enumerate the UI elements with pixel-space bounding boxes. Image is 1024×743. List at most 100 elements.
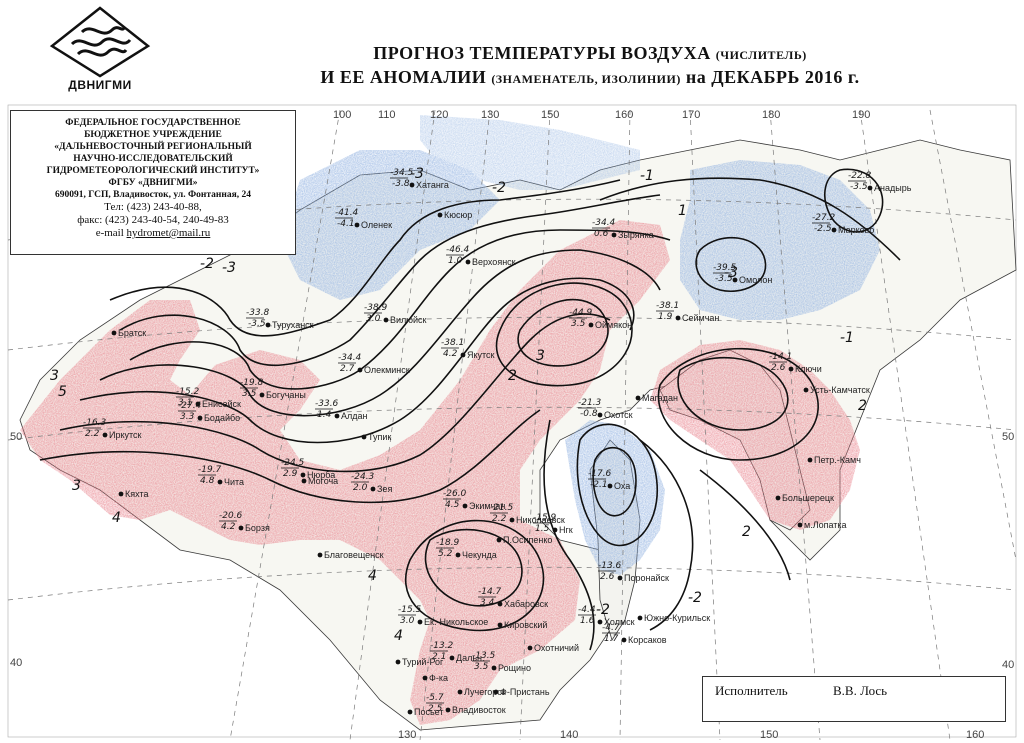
svg-text:-2: -2 xyxy=(596,602,610,618)
station-10: Оймякон-44.93.5 xyxy=(569,308,632,330)
station-35: Оха-17.6-2.1 xyxy=(588,469,630,491)
station-15: Охотск-21.3-0.8 xyxy=(578,398,633,420)
dvnigmi-logo: ДВНИГМИ xyxy=(48,6,152,96)
station-name: Нюрба xyxy=(307,470,335,480)
station-anomaly: 3.4 xyxy=(480,598,495,608)
station-name: Туруханск xyxy=(272,320,314,330)
station-name: Большерецк xyxy=(782,493,834,503)
svg-text:150: 150 xyxy=(760,729,778,741)
svg-text:-2: -2 xyxy=(200,256,214,272)
station-name: Благовещенск xyxy=(324,550,384,560)
svg-text:170: 170 xyxy=(682,109,700,121)
station-marker xyxy=(407,709,413,715)
station-name: Дальн. xyxy=(456,653,485,663)
svg-text:3: 3 xyxy=(536,348,545,364)
station-temperature: -34.5 xyxy=(390,168,414,178)
station-name: П.Осипенко xyxy=(503,535,552,545)
svg-text:4: 4 xyxy=(394,628,403,644)
org-email[interactable]: hydromet@mail.ru xyxy=(126,227,211,239)
station-marker xyxy=(527,645,533,651)
station-name: Рощино xyxy=(498,663,531,673)
station-marker xyxy=(637,615,643,621)
isoline-labels: -1 -2 -3 -3 -2 1 2 3 4 2 3 4 -1 -2 2 3 4… xyxy=(50,166,867,644)
station-13: Олекминск-34.42.7 xyxy=(338,353,410,375)
station-marker xyxy=(607,483,613,489)
svg-text:50: 50 xyxy=(1002,431,1014,443)
station-marker xyxy=(238,525,244,531)
svg-text:-2: -2 xyxy=(688,590,702,606)
station-marker xyxy=(597,412,603,418)
station-name: Анадырь xyxy=(874,183,912,193)
station-43: Корсаков -4.71.7 xyxy=(602,623,667,645)
latitude-labels: 50 40 50 40 xyxy=(10,431,1014,671)
station-name: Вилюйск xyxy=(390,315,427,325)
station-anomaly: 2.6 xyxy=(771,363,786,373)
station-anomaly: 1.6 xyxy=(580,616,595,626)
station-anomaly: 5.2 xyxy=(438,549,453,559)
station-marker xyxy=(497,601,503,607)
station-name: Лучегорск xyxy=(464,687,506,697)
svg-text:-3: -3 xyxy=(222,260,236,276)
station-anomaly: 4.2 xyxy=(221,522,236,532)
station-41: Кировский xyxy=(497,620,547,630)
station-temperature: -24.5 xyxy=(281,458,305,468)
station-marker xyxy=(775,495,781,501)
station-14: Якутск-38.14.2 xyxy=(441,338,495,360)
station-name: Марково xyxy=(838,225,874,235)
station-5: Зырянка-34.40.6 xyxy=(592,218,654,240)
station-11: Сеймчан-38.11.9 xyxy=(656,301,719,323)
station-marker xyxy=(462,503,468,509)
station-28: Могоча xyxy=(301,476,338,486)
station-9: Вилюйск-38.93.0 xyxy=(364,303,427,325)
station-name: Усть-Камчатск xyxy=(810,385,870,395)
title-line-1: ПРОГНОЗ ТЕМПЕРАТУРЫ ВОЗДУХА (ЧИСЛИТЕЛЬ) xyxy=(200,42,980,66)
station-temperature: -38.1 xyxy=(656,301,679,311)
station-38: Благовещенск xyxy=(317,550,384,560)
station-name: Турий-Рог xyxy=(402,657,444,667)
station-temperature: -27.2 xyxy=(812,213,836,223)
station-2: Хатанга-34.5-3.8 xyxy=(390,168,449,190)
station-12: Туруханск-33.8-3.5 xyxy=(246,308,314,330)
svg-text:180: 180 xyxy=(762,109,780,121)
title-main-1: ПРОГНОЗ ТЕМПЕРАТУРЫ ВОЗДУХА xyxy=(373,43,711,63)
station-name: Алдан xyxy=(341,411,368,421)
station-17: Богучаны-19.83.5 xyxy=(240,378,306,400)
station-name: Охотск xyxy=(604,410,633,420)
station-anomaly: -3.8 xyxy=(392,179,410,189)
station-marker xyxy=(675,315,681,321)
station-48: Ек.-Никольское-15.53.0 xyxy=(398,605,488,627)
station-anomaly: 3.1 xyxy=(178,398,192,408)
station-anomaly: 1.9 xyxy=(658,312,673,322)
station-marker xyxy=(617,575,623,581)
station-temperature: -13.5 xyxy=(472,651,496,661)
station-22: Братск xyxy=(111,328,146,338)
org-email-row: e-mail hydromet@mail.ru xyxy=(11,227,295,240)
station-anomaly: 2.6 xyxy=(600,572,615,582)
station-42: Холмск -4.41.6 xyxy=(578,605,635,627)
station-marker xyxy=(455,552,461,558)
station-40: Хабаровск-14.73.4 xyxy=(478,587,548,609)
station-44: Южно-Курильск xyxy=(637,613,710,623)
org-phone: Тел: (423) 243-40-88, xyxy=(104,201,202,213)
station-marker xyxy=(357,367,363,373)
station-marker xyxy=(437,212,443,218)
org-line-5: ГИДРОМЕТЕОРОЛОГИЧЕСКИЙ ИНСТИТУТ» xyxy=(46,166,260,176)
station-name: Братск xyxy=(118,328,146,338)
station-8: Омолон-39.5-3.5 xyxy=(713,263,772,285)
station-temperature: -21.5 xyxy=(490,503,514,513)
station-6: Анадырь-22.8-3.5 xyxy=(848,171,912,193)
station-37: Чекунда-18.95.2 xyxy=(436,538,497,560)
station-anomaly: 3.5 xyxy=(242,389,257,399)
org-address: 690091, ГСП, Владивосток, ул. Фонтанная,… xyxy=(54,190,251,200)
station-name: Хабаровск xyxy=(504,599,548,609)
station-name: Ф-Пристань xyxy=(500,687,550,697)
longitude-labels-bottom: 130 140 150 160 xyxy=(398,729,984,741)
executor-box: Исполнитель В.В. Лось xyxy=(702,676,1006,722)
station-temperature: -13.2 xyxy=(430,641,454,651)
station-marker xyxy=(259,392,265,398)
executor-name: В.В. Лось xyxy=(833,683,888,698)
isolines xyxy=(39,168,901,651)
station-temperature: -4.7 xyxy=(602,623,620,633)
station-7: Марково-27.2-2.5 xyxy=(812,213,874,235)
